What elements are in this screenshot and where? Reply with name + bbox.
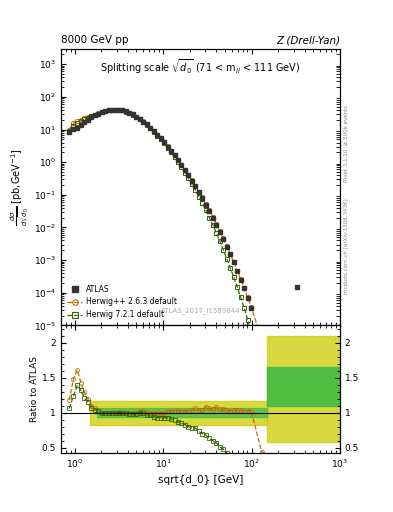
Text: Splitting scale $\sqrt{d_0}$ (71 < m$_{ll}$ < 111 GeV): Splitting scale $\sqrt{d_0}$ (71 < m$_{l… [100, 57, 301, 76]
Herwig++ 2.6.3 default [196, 188, 201, 195]
ATLAS [183, 167, 187, 173]
X-axis label: sqrt{d_0} [GeV]: sqrt{d_0} [GeV] [158, 475, 243, 485]
Legend: ATLAS, Herwig++ 2.6.3 default, Herwig 7.2.1 default: ATLAS, Herwig++ 2.6.3 default, Herwig 7.… [65, 282, 180, 322]
Text: Z (Drell-Yan): Z (Drell-Yan) [276, 35, 340, 45]
ATLAS [110, 106, 114, 113]
Herwig++ 2.6.3 default [110, 106, 114, 113]
Text: Rivet 3.1.10, ≥ 500k events: Rivet 3.1.10, ≥ 500k events [344, 105, 349, 182]
Text: 8000 GeV pp: 8000 GeV pp [61, 35, 129, 45]
Herwig++ 2.6.3 default [179, 162, 184, 168]
Line: Herwig++ 2.6.3 default: Herwig++ 2.6.3 default [67, 108, 338, 425]
ATLAS [67, 129, 72, 135]
Herwig++ 2.6.3 default [141, 118, 145, 124]
Herwig 7.2.1 default [179, 164, 184, 170]
Herwig 7.2.1 default [71, 123, 76, 129]
Text: ATLAS_2017_I1589844: ATLAS_2017_I1589844 [161, 308, 240, 314]
ATLAS [249, 305, 253, 311]
Herwig 7.2.1 default [113, 106, 118, 113]
Herwig 7.2.1 default [141, 118, 145, 124]
Herwig 7.2.1 default [217, 238, 222, 244]
Herwig 7.2.1 default [67, 128, 72, 134]
ATLAS [141, 118, 145, 124]
Line: ATLAS: ATLAS [67, 107, 300, 310]
Herwig++ 2.6.3 default [334, 420, 338, 426]
Line: Herwig 7.2.1 default: Herwig 7.2.1 default [67, 108, 338, 512]
Herwig++ 2.6.3 default [217, 228, 222, 234]
Herwig++ 2.6.3 default [189, 177, 194, 183]
Herwig 7.2.1 default [196, 194, 201, 200]
Herwig++ 2.6.3 default [67, 126, 72, 133]
Y-axis label: $\frac{d\sigma}{d\sqrt{d_0}}$ [pb,GeV$^{-1}$]: $\frac{d\sigma}{d\sqrt{d_0}}$ [pb,GeV$^{… [9, 148, 32, 226]
ATLAS [172, 153, 177, 159]
Herwig++ 2.6.3 default [71, 120, 76, 126]
Herwig 7.2.1 default [189, 181, 194, 187]
ATLAS [295, 284, 300, 290]
ATLAS [179, 162, 184, 168]
ATLAS [196, 189, 201, 195]
Text: mcplots.cern.ch [arXiv:1306.3436]: mcplots.cern.ch [arXiv:1306.3436] [344, 198, 349, 293]
Y-axis label: Ratio to ATLAS: Ratio to ATLAS [30, 356, 39, 422]
ATLAS [99, 109, 104, 115]
